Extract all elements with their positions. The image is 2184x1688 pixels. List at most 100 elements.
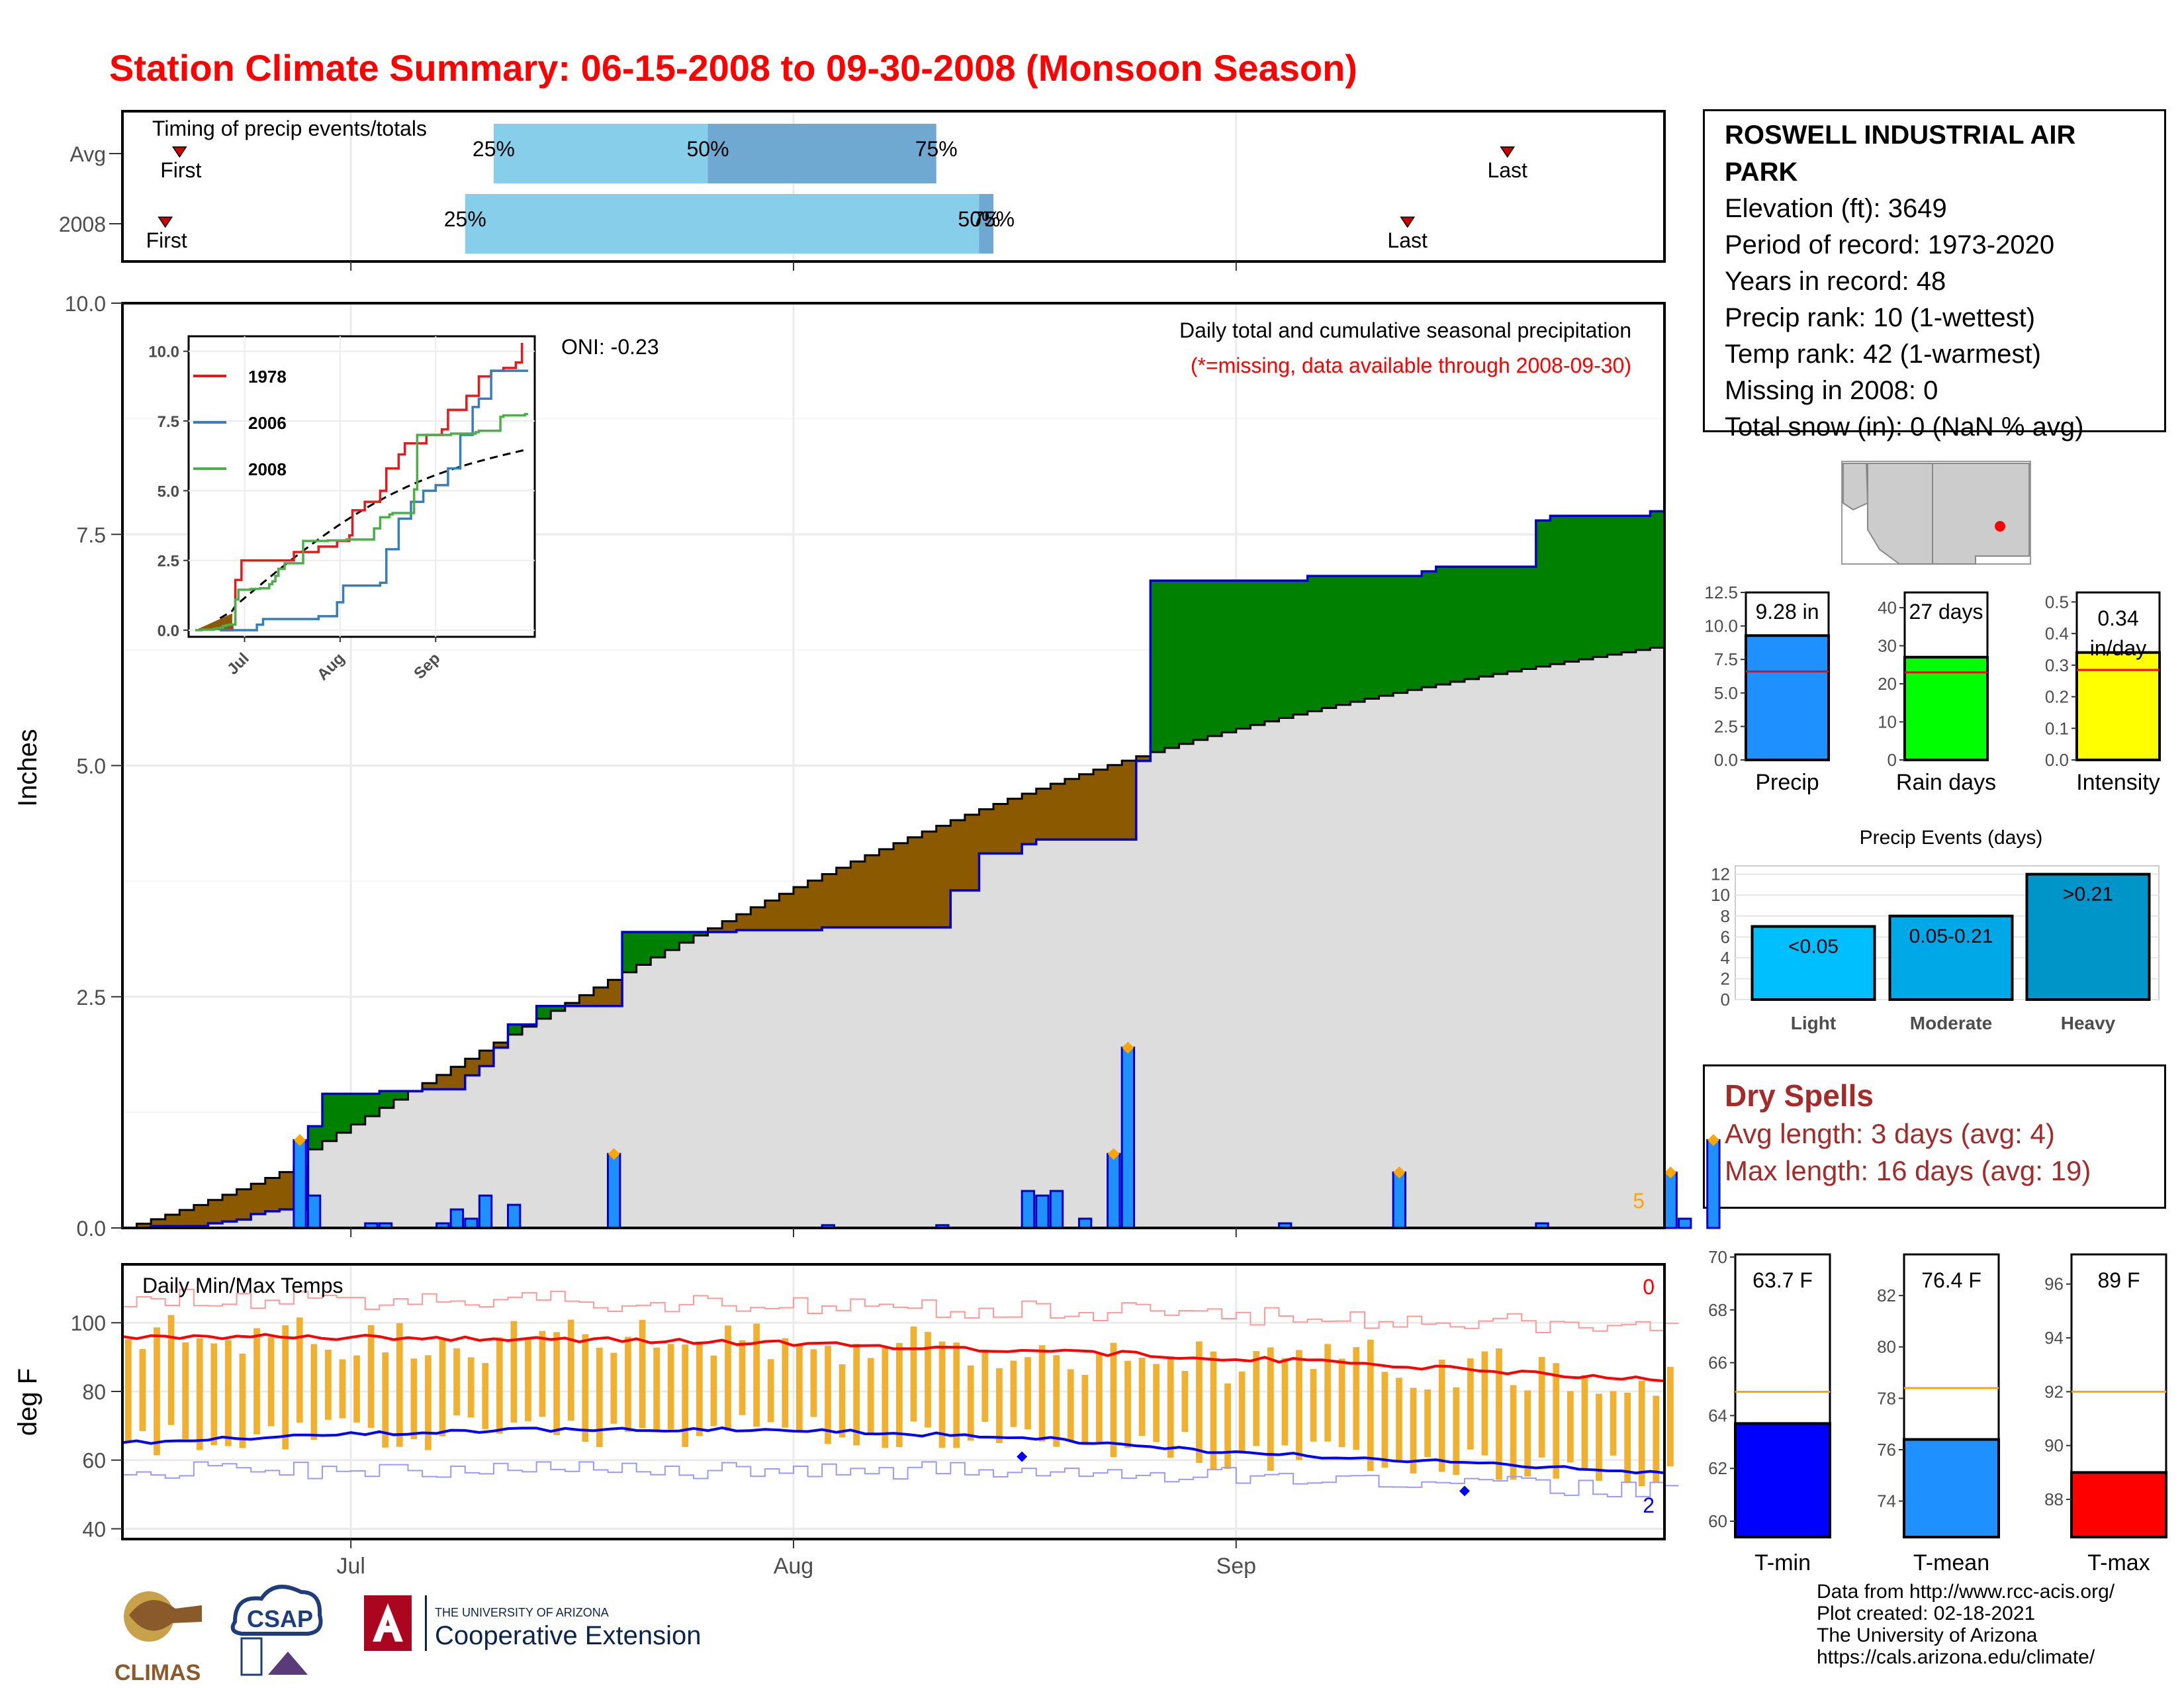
temps-ylabel: deg F: [13, 1368, 42, 1436]
precip-summary-ytick-label: 10.0: [1704, 616, 1738, 636]
temps-daily-range-bar: [782, 1338, 789, 1428]
page-title: Station Climate Summary: 06-15-2008 to 0…: [109, 47, 1357, 89]
temps-daily-range-bar: [1324, 1344, 1331, 1442]
temp-summary-label: T-mean: [1913, 1550, 1989, 1575]
timing-first-marker: [158, 216, 173, 228]
temps-daily-range-bar: [1296, 1350, 1302, 1460]
temp-summary-ytick-label: 62: [1708, 1458, 1727, 1478]
climas-logo: CLIMAS: [114, 1591, 202, 1685]
temps-daily-range-bar: [1538, 1356, 1545, 1458]
temps-chart-title: Daily Min/Max Temps: [142, 1274, 343, 1297]
temps-daily-range-bar: [1310, 1369, 1317, 1442]
precip-events-bar-label: >0.21: [2063, 884, 2113, 906]
station-info-box: ROSWELL INDUSTRIAL AIR PARK Elevation (f…: [1703, 109, 2166, 442]
temps-panel-border: [121, 1263, 1666, 1540]
temps-corner-top: 0: [1643, 1275, 1655, 1299]
precip-events-ytick-label: 10: [1711, 885, 1730, 905]
temps-daily-range-bar: [810, 1349, 817, 1417]
timing-first-label: First: [160, 158, 201, 182]
temps-xtick-label: Jul: [336, 1554, 365, 1579]
timing-row-label: Avg: [69, 142, 106, 166]
temps-daily-range-bar: [953, 1342, 960, 1448]
temps-average-min-line: [122, 1426, 1665, 1475]
station-elevation: Elevation (ft): 3649: [1725, 194, 1947, 223]
timing-label-75: 75%: [915, 137, 958, 161]
temps-daily-range-bar: [139, 1348, 146, 1431]
timing-bar-25-50: [465, 194, 979, 254]
climas-logo-text: CLIMAS: [114, 1660, 201, 1685]
precip-climatology-area: [122, 645, 1664, 1228]
temps-ytick-label: 80: [82, 1380, 106, 1404]
station-years: Years in record: 48: [1725, 267, 1946, 296]
credit-created: Plot created: 02-18-2021: [1817, 1603, 2036, 1624]
temps-daily-range-bar: [1124, 1360, 1131, 1448]
csap-logo-text: CSAP: [247, 1605, 313, 1632]
temps-daily-range-bar: [938, 1341, 946, 1448]
temps-daily-range-bar: [1053, 1355, 1060, 1447]
temps-daily-range-bar: [610, 1352, 617, 1424]
temps-daily-range-bar: [310, 1344, 318, 1440]
precip-ytick-label: 5.0: [77, 755, 106, 778]
precip-daily-bar: [306, 1194, 322, 1229]
station-period: Period of record: 1973-2020: [1725, 230, 2055, 259]
temps-daily-range-bar: [1138, 1358, 1146, 1436]
temps-daily-range-bar: [325, 1349, 332, 1420]
temps-daily-range-bar: [1153, 1364, 1160, 1442]
timing-label-50: 50%: [958, 207, 1000, 231]
temps-daily-range-bar: [682, 1344, 689, 1447]
temps-ytick-label: 60: [82, 1449, 106, 1473]
temps-daily-range-bar: [1281, 1358, 1289, 1446]
inset-series-2006: [220, 369, 528, 632]
precip-summary-ytick-label: 7.5: [1714, 649, 1738, 669]
temp-summary-ytick-label: 60: [1708, 1511, 1727, 1531]
temps-daily-range-bar: [1410, 1387, 1417, 1474]
temps-daily-range-bar: [296, 1317, 303, 1423]
precip-ylabel: Inches: [13, 729, 42, 807]
temps-daily-range-bar: [253, 1328, 260, 1434]
temps-daily-range-bar: [1524, 1390, 1531, 1477]
precip-daily-bar: [1120, 1047, 1136, 1229]
temps-daily-range-bar: [525, 1338, 531, 1421]
precip-summary-ytick-label: 40: [1878, 598, 1897, 618]
station-missing: Missing in 2008: 0: [1725, 376, 1938, 405]
temps-daily-range-bar: [1467, 1358, 1474, 1450]
temps-record-high-line: [122, 1288, 1679, 1333]
temp-summary-value: 63.7 F: [1752, 1268, 1813, 1292]
temps-daily-range-bar: [867, 1358, 874, 1433]
temps-daily-range-bar: [910, 1326, 917, 1422]
inset-legend-label: 1978: [248, 367, 287, 387]
temps-corner-bottom: 2: [1643, 1493, 1655, 1517]
temps-daily-range-bar: [667, 1344, 674, 1430]
precip-events-bar: [1751, 925, 1876, 1001]
inset-ytick-label: 0.0: [158, 622, 179, 640]
precip-summary-bar: [2075, 651, 2161, 761]
temps-daily-range-bar: [582, 1334, 589, 1442]
precip-summary-ytick-label: 0.4: [2045, 624, 2069, 643]
timing-first-marker: [171, 146, 187, 158]
temps-daily-range-bar: [1396, 1378, 1402, 1462]
precip-oni-label: ONI: -0.23: [561, 335, 659, 359]
precip-climatology-line: [122, 645, 1666, 1229]
precip-chart-title: Daily total and cumulative seasonal prec…: [1179, 318, 1631, 342]
precip-daily-bar: [1392, 1171, 1406, 1229]
precip-daily-bar: [1663, 1171, 1678, 1229]
temps-daily-range-bar: [1381, 1372, 1388, 1468]
temp-summary-label: T-max: [2087, 1550, 2150, 1575]
precip-summary-ytick-label: 0: [1888, 750, 1897, 770]
temps-daily-range-bar: [154, 1327, 160, 1456]
temps-daily-range-bar: [539, 1331, 546, 1417]
temps-daily-range-bar: [453, 1348, 460, 1416]
temps-daily-range-bar: [239, 1353, 246, 1448]
credits: Data from http://www.rcc-acis.org/ Plot …: [1817, 1581, 2115, 1668]
temps-ytick-label: 40: [82, 1517, 106, 1541]
temps-daily-range-bar: [625, 1336, 631, 1432]
timing-bar-50-75: [707, 124, 936, 183]
precip-summary-label: Precip: [1755, 770, 1819, 795]
precip-events-ytick-label: 6: [1721, 927, 1730, 947]
temps-daily-range-bar: [1567, 1391, 1574, 1463]
temps-daily-range-bar: [1510, 1385, 1517, 1480]
station-snow: Total snow (in): 0 (NaN % avg): [1725, 412, 2084, 442]
precip-summary-ytick-label: 20: [1878, 674, 1897, 694]
temps-daily-range-bar: [1067, 1369, 1074, 1441]
